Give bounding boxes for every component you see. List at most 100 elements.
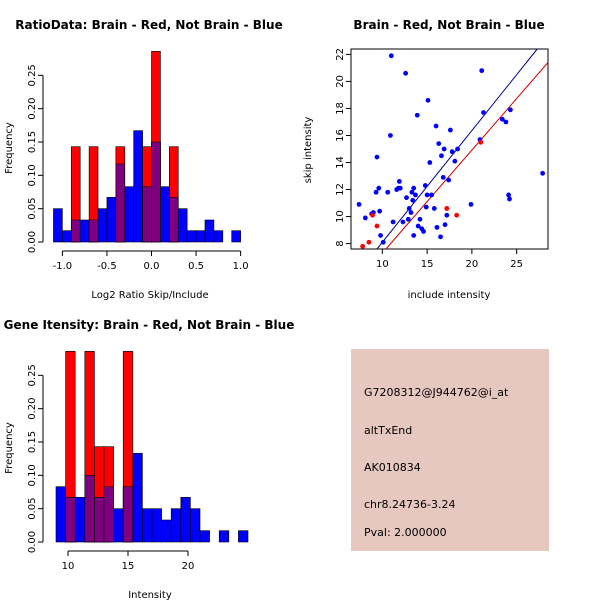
histogram-bar-blue-20 <box>231 230 241 243</box>
y-tick-label: 0.05 <box>27 198 38 220</box>
scatter-plot-box <box>350 48 549 250</box>
scatter-point-blue-39 <box>429 192 434 198</box>
scatter-point-blue-47 <box>441 146 447 152</box>
intensity-histogram-title: Gene Itensity: Brain - Red, Not Brain - … <box>4 318 295 332</box>
scatter-point-blue-20 <box>404 195 409 201</box>
y-tick-label: 18 <box>335 102 346 115</box>
y-tick-label: 12 <box>335 183 346 196</box>
ratio-histogram-title: RatioData: Brain - Red, Not Brain - Blue <box>15 18 282 32</box>
scatter-point-blue-17 <box>397 185 403 191</box>
scatter-point-blue-0 <box>356 202 362 207</box>
scatter-point-blue-52 <box>449 149 455 155</box>
y-tick-label: 0.10 <box>27 164 38 186</box>
histogram-bar-overlap-2 <box>115 163 126 243</box>
y-tick-label: 0.10 <box>27 464 38 486</box>
scatter-point-blue-27 <box>411 233 417 238</box>
y-tick-label: 0.15 <box>27 431 38 453</box>
scatter-point-red-3 <box>374 223 380 229</box>
scatter-point-blue-53 <box>452 158 458 164</box>
histogram-bar-blue-9 <box>133 130 143 243</box>
scatter-point-blue-30 <box>415 223 421 229</box>
histogram-bar-blue-8 <box>124 186 134 243</box>
scatter-fit-lines <box>376 48 549 250</box>
scatter-axes: 8 10 12 14 16 18 20 22 10 15 20 25 <box>335 48 523 270</box>
histogram-bar-blue-6 <box>113 508 124 543</box>
y-tick-label: 16 <box>335 129 346 142</box>
histogram-bar-blue-3 <box>79 219 90 243</box>
scatter-point-blue-50 <box>446 177 452 183</box>
scatter-point-blue-37 <box>425 97 431 103</box>
histogram-bar-blue-12 <box>160 186 170 243</box>
histogram-bar-blue-6 <box>106 197 117 243</box>
scatter-point-blue-1 <box>362 215 368 221</box>
scatter-point-blue-7 <box>377 208 383 214</box>
scatter-point-blue-60 <box>503 119 509 125</box>
scatter-point-blue-5 <box>374 154 380 160</box>
histogram-bar-overlap-0 <box>70 219 81 243</box>
scatter-point-blue-61 <box>506 192 511 198</box>
x-tick-label: 15 <box>421 259 434 270</box>
scatter-point-blue-22 <box>406 206 412 211</box>
histogram-bar-overlap-5 <box>169 197 179 243</box>
histogram-bar-blue-12 <box>170 508 182 543</box>
histogram-bar-blue-14 <box>177 208 188 243</box>
y-tick-label: 0.20 <box>27 98 38 120</box>
scatter-point-blue-16 <box>396 179 402 184</box>
histogram-bar-blue-8 <box>132 453 143 543</box>
scatter-point-blue-42 <box>434 224 440 230</box>
event-type-text: altTxEnd <box>364 424 412 437</box>
scatter-point-blue-36 <box>424 192 430 198</box>
ratio-histogram-axes: 0.00 0.05 0.10 0.15 0.20 0.25 -1.0 -0.5 0.0 0.5 1.… <box>27 64 249 272</box>
histogram-bar-blue-14 <box>190 508 201 543</box>
y-tick-label: 0.00 <box>27 531 38 553</box>
ratio-histogram-ylabel: Frequency <box>4 122 15 174</box>
scatter-ylabel: skip intensity <box>303 117 314 184</box>
histogram-bar-blue-15 <box>199 530 210 543</box>
scatter-point-blue-35 <box>423 204 429 210</box>
scatter-point-red-6 <box>478 139 484 145</box>
scatter-point-blue-43 <box>436 141 442 146</box>
histogram-bar-blue-17 <box>218 530 230 543</box>
histogram-bar-overlap-4 <box>122 486 134 543</box>
scatter-point-blue-57 <box>479 68 485 74</box>
location-text: chr8.24736-3.24 <box>364 498 456 511</box>
scatter-point-blue-10 <box>385 189 391 195</box>
y-tick-label: 20 <box>335 75 346 88</box>
scatter-panel: Brain - Red, Not Brain - Blue include in… <box>303 18 549 301</box>
intensity-histogram-panel: Gene Itensity: Brain - Red, Not Brain - … <box>4 318 295 600</box>
scatter-point-blue-31 <box>417 216 423 222</box>
scatter-point-blue-12 <box>388 53 394 59</box>
scatter-point-blue-51 <box>447 127 453 133</box>
scatter-point-blue-9 <box>380 239 386 245</box>
histogram-bar-overlap-2 <box>94 497 105 543</box>
x-tick-label: 15 <box>122 561 135 572</box>
scatter-point-red-1 <box>366 239 372 245</box>
histogram-bar-blue-18 <box>213 230 224 243</box>
scatter-point-blue-21 <box>405 216 411 222</box>
scatter-point-blue-25 <box>410 197 416 203</box>
x-tick-label: 0.5 <box>188 261 204 272</box>
scatter-point-red-2 <box>370 212 375 218</box>
scatter-xlabel: include intensity <box>408 290 491 301</box>
x-tick-label: 0.0 <box>144 261 160 272</box>
scatter-point-red-4 <box>444 206 450 211</box>
x-tick-label: -1.0 <box>53 261 73 272</box>
intensity-histogram-xlabel: Intensity <box>128 590 172 600</box>
scatter-point-blue-58 <box>481 110 486 115</box>
probe-id-text: G7208312@J944762@i_at <box>364 386 509 399</box>
scatter-point-blue-4 <box>373 189 379 195</box>
scatter-point-blue-33 <box>421 229 426 234</box>
intensity-histogram-ylabel: Frequency <box>4 422 15 474</box>
histogram-bar-blue-5 <box>97 208 108 243</box>
scatter-point-blue-11 <box>388 133 393 138</box>
scatter-point-blue-45 <box>439 153 444 159</box>
x-tick-label: 1.0 <box>233 261 249 272</box>
scatter-point-blue-55 <box>468 202 474 207</box>
scatter-point-blue-59 <box>499 116 505 122</box>
x-tick-label: 10 <box>62 561 75 572</box>
scatter-point-blue-49 <box>444 212 450 218</box>
y-tick-label: 0.25 <box>27 64 38 86</box>
histogram-bar-overlap-0 <box>65 497 76 543</box>
scatter-point-blue-28 <box>413 192 418 198</box>
pval-text: Pval: 2.000000 <box>364 526 447 539</box>
